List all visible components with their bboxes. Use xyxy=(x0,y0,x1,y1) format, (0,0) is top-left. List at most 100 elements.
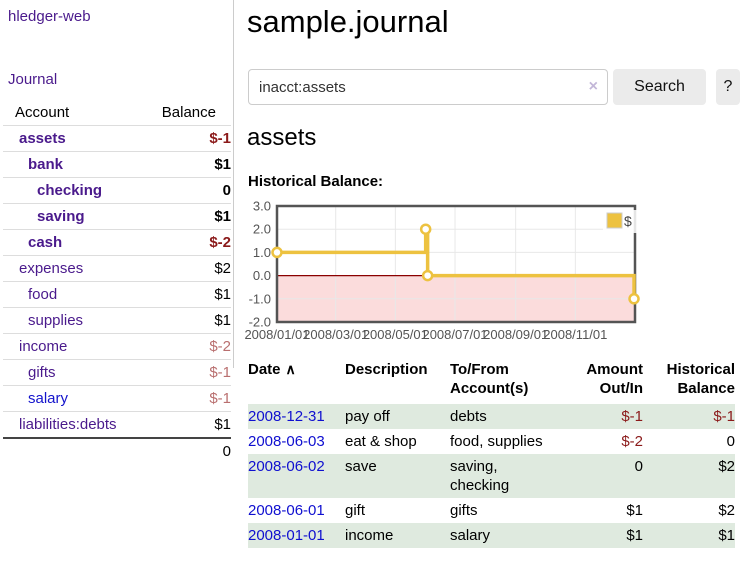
account-link-bank[interactable]: bank xyxy=(28,156,64,173)
account-row: salary $-1 xyxy=(3,385,231,412)
account-balance: $-1 xyxy=(209,390,231,407)
svg-text:2.0: 2.0 xyxy=(253,222,271,237)
accounts-table: Account Balance assets $-1 bank $1 check… xyxy=(3,100,231,464)
app-brand-link[interactable]: hledger-web xyxy=(8,8,91,25)
transaction-date-link[interactable]: 2008-12-31 xyxy=(248,408,325,425)
account-heading: assets xyxy=(247,124,317,151)
transaction-date-link[interactable]: 2008-06-03 xyxy=(248,433,325,450)
balance-column-header: Balance xyxy=(161,104,216,121)
help-button[interactable]: ? xyxy=(716,69,740,105)
historical-balance-chart: 3.0 2.0 1.0 0.0 -1.0 -2.02008/01/012008/03/01… xyxy=(244,199,640,342)
transaction-accounts: debts xyxy=(450,408,487,425)
register-row: 2008-06-03 eat & shop food, supplies $-2… xyxy=(248,429,735,454)
account-balance: $1 xyxy=(214,416,231,433)
account-link-supplies[interactable]: supplies xyxy=(28,312,84,329)
svg-text:2008/03/01: 2008/03/01 xyxy=(303,327,368,342)
transaction-accounts: saving, checking xyxy=(450,458,510,494)
sort-ascending-icon: ∧ xyxy=(285,361,296,377)
register-header-row: Date ∧ Description To/From Account(s) Amou… xyxy=(248,358,735,404)
chart-title: Historical Balance: xyxy=(248,173,384,190)
svg-text:2008/11/01: 2008/11/01 xyxy=(543,327,607,342)
transaction-description: income xyxy=(345,527,394,544)
account-row: cash $-2 xyxy=(3,229,231,256)
register-header-date[interactable]: Date ∧ xyxy=(248,361,296,378)
register-header-accounts: To/From Account(s) xyxy=(450,361,529,397)
transaction-amount: $1 xyxy=(626,502,643,519)
transaction-balance: $1 xyxy=(718,527,735,544)
transaction-date-link[interactable]: 2008-01-01 xyxy=(248,527,325,544)
svg-text:2008/01/01: 2008/01/01 xyxy=(244,327,309,342)
accounts-total-value: 0 xyxy=(222,443,231,460)
account-balance: $-1 xyxy=(209,130,231,147)
account-link-cash[interactable]: cash xyxy=(28,234,63,251)
register-row: 2008-01-01 income salary $1 $1 xyxy=(248,523,735,548)
account-row: liabilities:debts $1 xyxy=(3,411,231,439)
svg-text:0.0: 0.0 xyxy=(253,268,271,283)
svg-text:$: $ xyxy=(624,213,632,229)
account-row: bank $1 xyxy=(3,151,231,178)
transaction-balance: $-1 xyxy=(713,408,735,425)
transaction-date-link[interactable]: 2008-06-01 xyxy=(248,502,325,519)
account-balance: $-2 xyxy=(209,234,231,251)
transaction-amount: $-1 xyxy=(621,408,643,425)
page-title: sample.journal xyxy=(247,4,449,39)
account-row: food $1 xyxy=(3,281,231,308)
account-row: supplies $1 xyxy=(3,307,231,334)
account-row: income $-2 xyxy=(3,333,231,360)
svg-text:2008/09/01: 2008/09/01 xyxy=(483,327,548,342)
account-link-gifts[interactable]: gifts xyxy=(28,364,56,381)
account-balance: $-2 xyxy=(209,338,231,355)
transaction-accounts: gifts xyxy=(450,502,478,519)
account-link-liabilities-debts[interactable]: liabilities:debts xyxy=(19,416,117,433)
search-input[interactable] xyxy=(248,69,608,105)
account-row: gifts $-1 xyxy=(3,359,231,386)
account-row: checking 0 xyxy=(3,177,231,204)
svg-text:-1.0: -1.0 xyxy=(249,291,271,306)
transaction-amount: 0 xyxy=(634,458,643,475)
transaction-balance: $2 xyxy=(718,502,735,519)
account-link-assets[interactable]: assets xyxy=(19,130,66,147)
account-link-food[interactable]: food xyxy=(28,286,58,303)
account-row: saving $1 xyxy=(3,203,231,230)
account-balance: $2 xyxy=(214,260,231,277)
svg-text:1.0: 1.0 xyxy=(253,245,271,260)
register-row: 2008-12-31 pay off debts $-1 $-1 xyxy=(248,404,735,429)
sidebar-divider xyxy=(233,0,234,368)
account-link-checking[interactable]: checking xyxy=(37,182,103,199)
account-column-header: Account xyxy=(15,104,70,121)
account-link-income[interactable]: income xyxy=(19,338,68,355)
account-balance: $1 xyxy=(214,286,231,303)
transaction-accounts: food, supplies xyxy=(450,433,543,450)
svg-text:-2.0: -2.0 xyxy=(249,315,271,330)
search-form: × xyxy=(248,69,608,105)
search-button[interactable]: Search xyxy=(613,69,706,105)
transaction-balance: 0 xyxy=(726,433,735,450)
account-link-expenses[interactable]: expenses xyxy=(19,260,84,277)
transaction-description: gift xyxy=(345,502,366,519)
register-header-amount: Amount Out/In xyxy=(586,361,643,397)
transaction-description: pay off xyxy=(345,408,390,425)
transaction-description: eat & shop xyxy=(345,433,417,450)
account-link-saving[interactable]: saving xyxy=(37,208,85,225)
transaction-amount: $-2 xyxy=(621,433,643,450)
transaction-accounts: salary xyxy=(450,527,491,544)
register-header-description: Description xyxy=(345,361,428,378)
transaction-date-link[interactable]: 2008-06-02 xyxy=(248,458,325,475)
accounts-table-header: Account Balance xyxy=(3,100,231,126)
account-link-salary[interactable]: salary xyxy=(28,390,69,407)
register-table: Date ∧ Description To/From Account(s) Amou… xyxy=(248,358,735,548)
account-row: assets $-1 xyxy=(3,125,231,152)
account-balance: $-1 xyxy=(209,364,231,381)
account-row: expenses $2 xyxy=(3,255,231,282)
account-balance: 0 xyxy=(222,182,231,199)
clear-search-icon[interactable]: × xyxy=(588,78,598,95)
account-balance: $1 xyxy=(214,156,231,173)
transaction-amount: $1 xyxy=(626,527,643,544)
accounts-total-row: 0 xyxy=(3,438,231,464)
transaction-description: save xyxy=(345,458,377,475)
register-header-balance: Historical Balance xyxy=(666,361,735,397)
register-row: 2008-06-01 gift gifts $1 $2 xyxy=(248,498,735,523)
sidebar-item-journal[interactable]: Journal xyxy=(8,71,58,88)
register-row: 2008-06-02 save saving, checking 0 $2 xyxy=(248,454,735,498)
svg-text:2008/05/01: 2008/05/01 xyxy=(363,327,428,342)
